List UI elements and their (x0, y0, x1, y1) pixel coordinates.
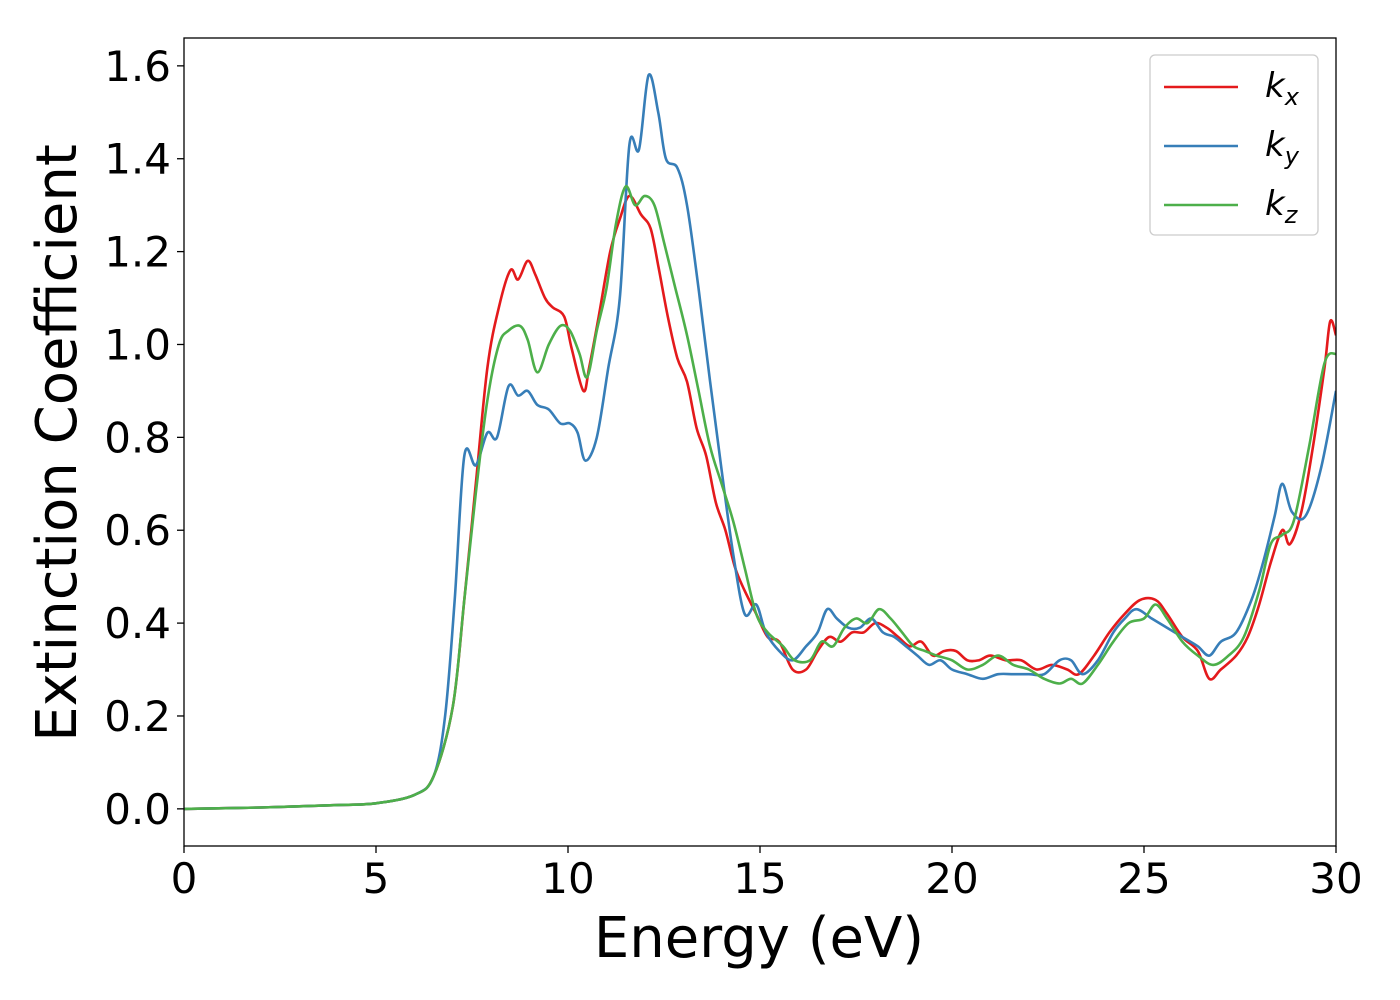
x-axis-title: Energy (eV) (594, 906, 924, 971)
y-tick-label: 1.2 (104, 228, 171, 277)
y-axis-title: Extinction Coefficient (25, 144, 90, 742)
y-tick-label: 1.0 (104, 320, 171, 369)
y-tick-label: 0.6 (104, 506, 171, 555)
x-tick-label: 30 (1309, 854, 1362, 903)
y-tick-label: 1.6 (104, 42, 171, 91)
y-tick-label: 0.0 (104, 785, 171, 834)
legend-label-ky: ky (1265, 125, 1300, 170)
x-tick-label: 0 (171, 854, 198, 903)
series-line-kz (184, 185, 1336, 811)
y-tick-label: 1.4 (104, 135, 171, 184)
plot-lines (184, 73, 1336, 811)
y-tick-label: 0.2 (104, 692, 171, 741)
x-tick-label: 5 (363, 854, 390, 903)
y-tick-label: 0.8 (104, 413, 171, 462)
x-tick-label: 25 (1117, 854, 1170, 903)
series-line-kx (184, 194, 1336, 811)
x-tick-label: 15 (733, 854, 786, 903)
x-tick-label: 20 (925, 854, 978, 903)
y-tick-label: 0.4 (104, 599, 171, 648)
x-tick-label: 10 (541, 854, 594, 903)
ticks: 0 5 10 15 20 25 30 0.0 0.2 0.4 0.6 0.8 1.0 1.2 1.4 1.6 (104, 42, 1363, 903)
